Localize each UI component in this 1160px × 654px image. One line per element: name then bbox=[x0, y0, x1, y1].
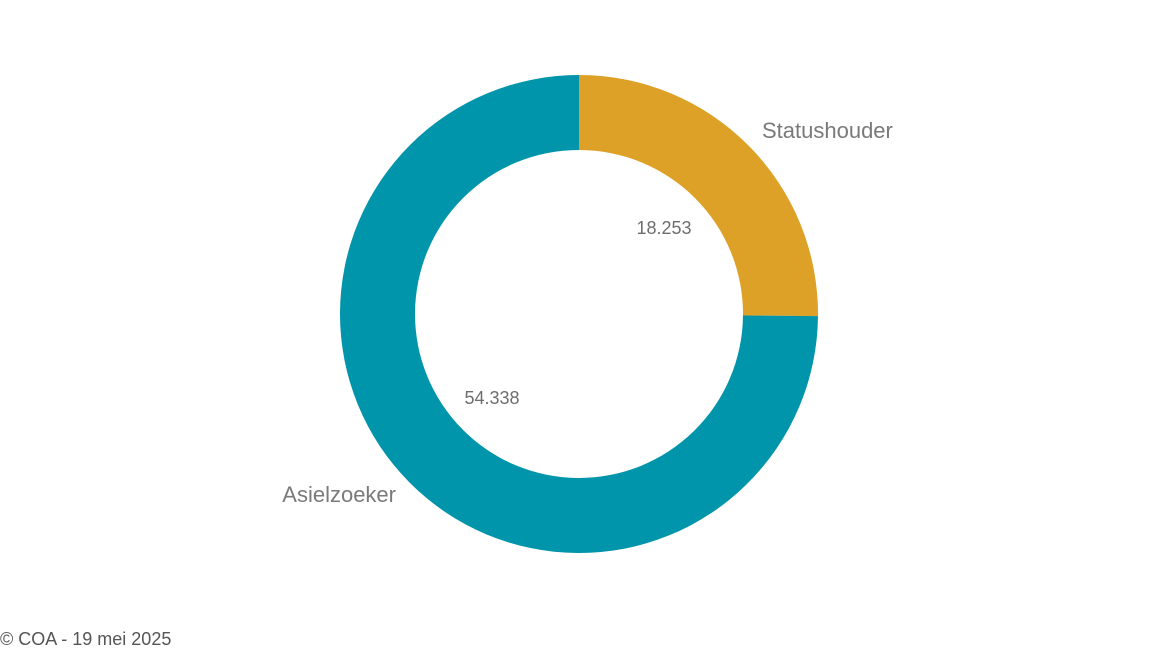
value-label-statushouder: 18.253 bbox=[636, 218, 691, 238]
slice-statushouder bbox=[579, 75, 819, 317]
footer-copyright: © COA - 19 mei 2025 bbox=[0, 629, 172, 649]
donut-labels: Statushouder 18.253 Asielzoeker 54.338 bbox=[282, 118, 893, 507]
slice-label-statushouder: Statushouder bbox=[762, 118, 893, 143]
slice-label-asielzoeker: Asielzoeker bbox=[282, 482, 396, 507]
slice-asielzoeker bbox=[339, 75, 818, 553]
donut-slices bbox=[339, 75, 819, 553]
value-label-asielzoeker: 54.338 bbox=[464, 388, 519, 408]
